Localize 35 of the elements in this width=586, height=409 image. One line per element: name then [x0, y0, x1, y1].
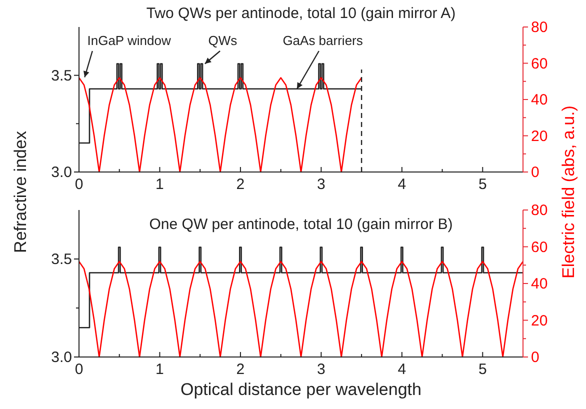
x-tick-label: 4	[398, 176, 406, 193]
x-tick-label: 2	[236, 176, 245, 193]
x-tick-label: 1	[156, 176, 164, 193]
x-tick-label: 3	[317, 176, 326, 193]
y2-tick-label: 0	[531, 349, 540, 366]
y2-tick-label: 60	[531, 238, 548, 256]
x-tick-label: 4	[398, 361, 406, 378]
y2-tick-label: 80	[531, 202, 548, 219]
x-tick-label: 0	[74, 361, 84, 378]
annotation: QWs	[208, 33, 238, 48]
chart-title: Two QWs per antinode, total 10 (gain mirror A)	[146, 5, 456, 22]
line-series	[78, 77, 362, 173]
y2-tick-label: 40	[531, 276, 548, 292]
x-tick-label: 2	[236, 361, 245, 378]
x-tick-label: 1	[156, 361, 164, 378]
chart-title: One QW per antinode, total 10 (gain mirror B)	[149, 216, 453, 233]
y-tick-label: 3.5	[51, 251, 72, 268]
y2-tick-label: 80	[531, 19, 548, 36]
y-tick-label: 3.0	[51, 349, 72, 366]
annotation: InGaP window	[87, 33, 172, 48]
x-axis-title: Optical distance per wavelength	[180, 380, 422, 399]
y-tick-label: 3.5	[51, 67, 72, 84]
y2-tick-label: 60	[531, 55, 548, 72]
y2-axis-title: Electric field (abs, a.u.)	[559, 106, 578, 278]
annotation: GaAs barriers	[282, 33, 364, 48]
x-tick-label: 0	[74, 176, 84, 193]
y2-tick-label: 20	[531, 312, 548, 330]
y-tick-label: 3.0	[51, 164, 72, 181]
y-axis-title: Refractive index	[11, 130, 30, 253]
y2-tick-label: 0	[531, 164, 540, 181]
x-tick-label: 3	[317, 361, 326, 378]
x-tick-label: 5	[478, 361, 487, 378]
y2-tick-label: 20	[531, 128, 548, 145]
x-tick-label: 5	[478, 176, 487, 193]
y2-tick-label: 40	[531, 92, 548, 108]
